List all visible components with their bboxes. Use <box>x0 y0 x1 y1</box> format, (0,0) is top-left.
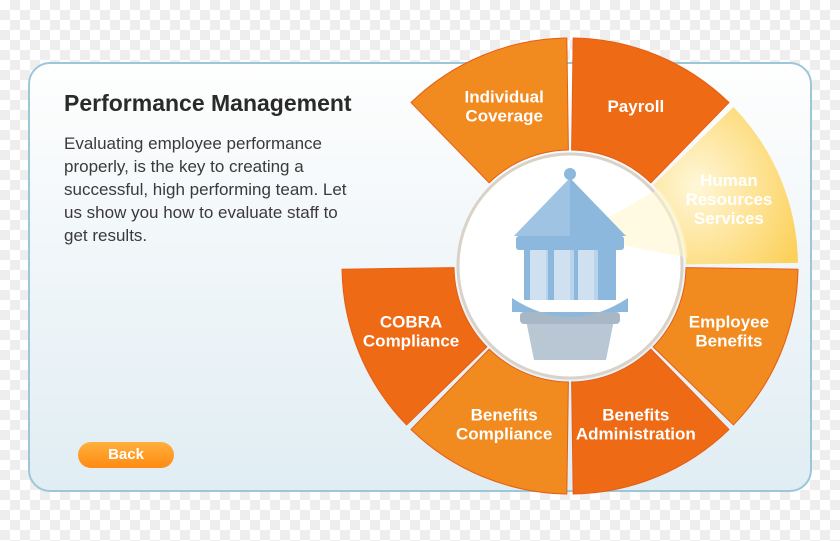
wheel-svg: IndividualCoveragePayrollHumanResourcesS… <box>330 26 810 506</box>
segment-label-individual-coverage: IndividualCoverage <box>465 88 544 126</box>
segment-label-employee-benefits: EmployeeBenefits <box>689 312 769 350</box>
services-wheel: IndividualCoveragePayrollHumanResourcesS… <box>330 26 810 506</box>
card-description: Evaluating employee performance properly… <box>64 133 364 248</box>
segment-label-payroll: Payroll <box>607 97 664 116</box>
back-button[interactable]: Back <box>78 442 174 468</box>
